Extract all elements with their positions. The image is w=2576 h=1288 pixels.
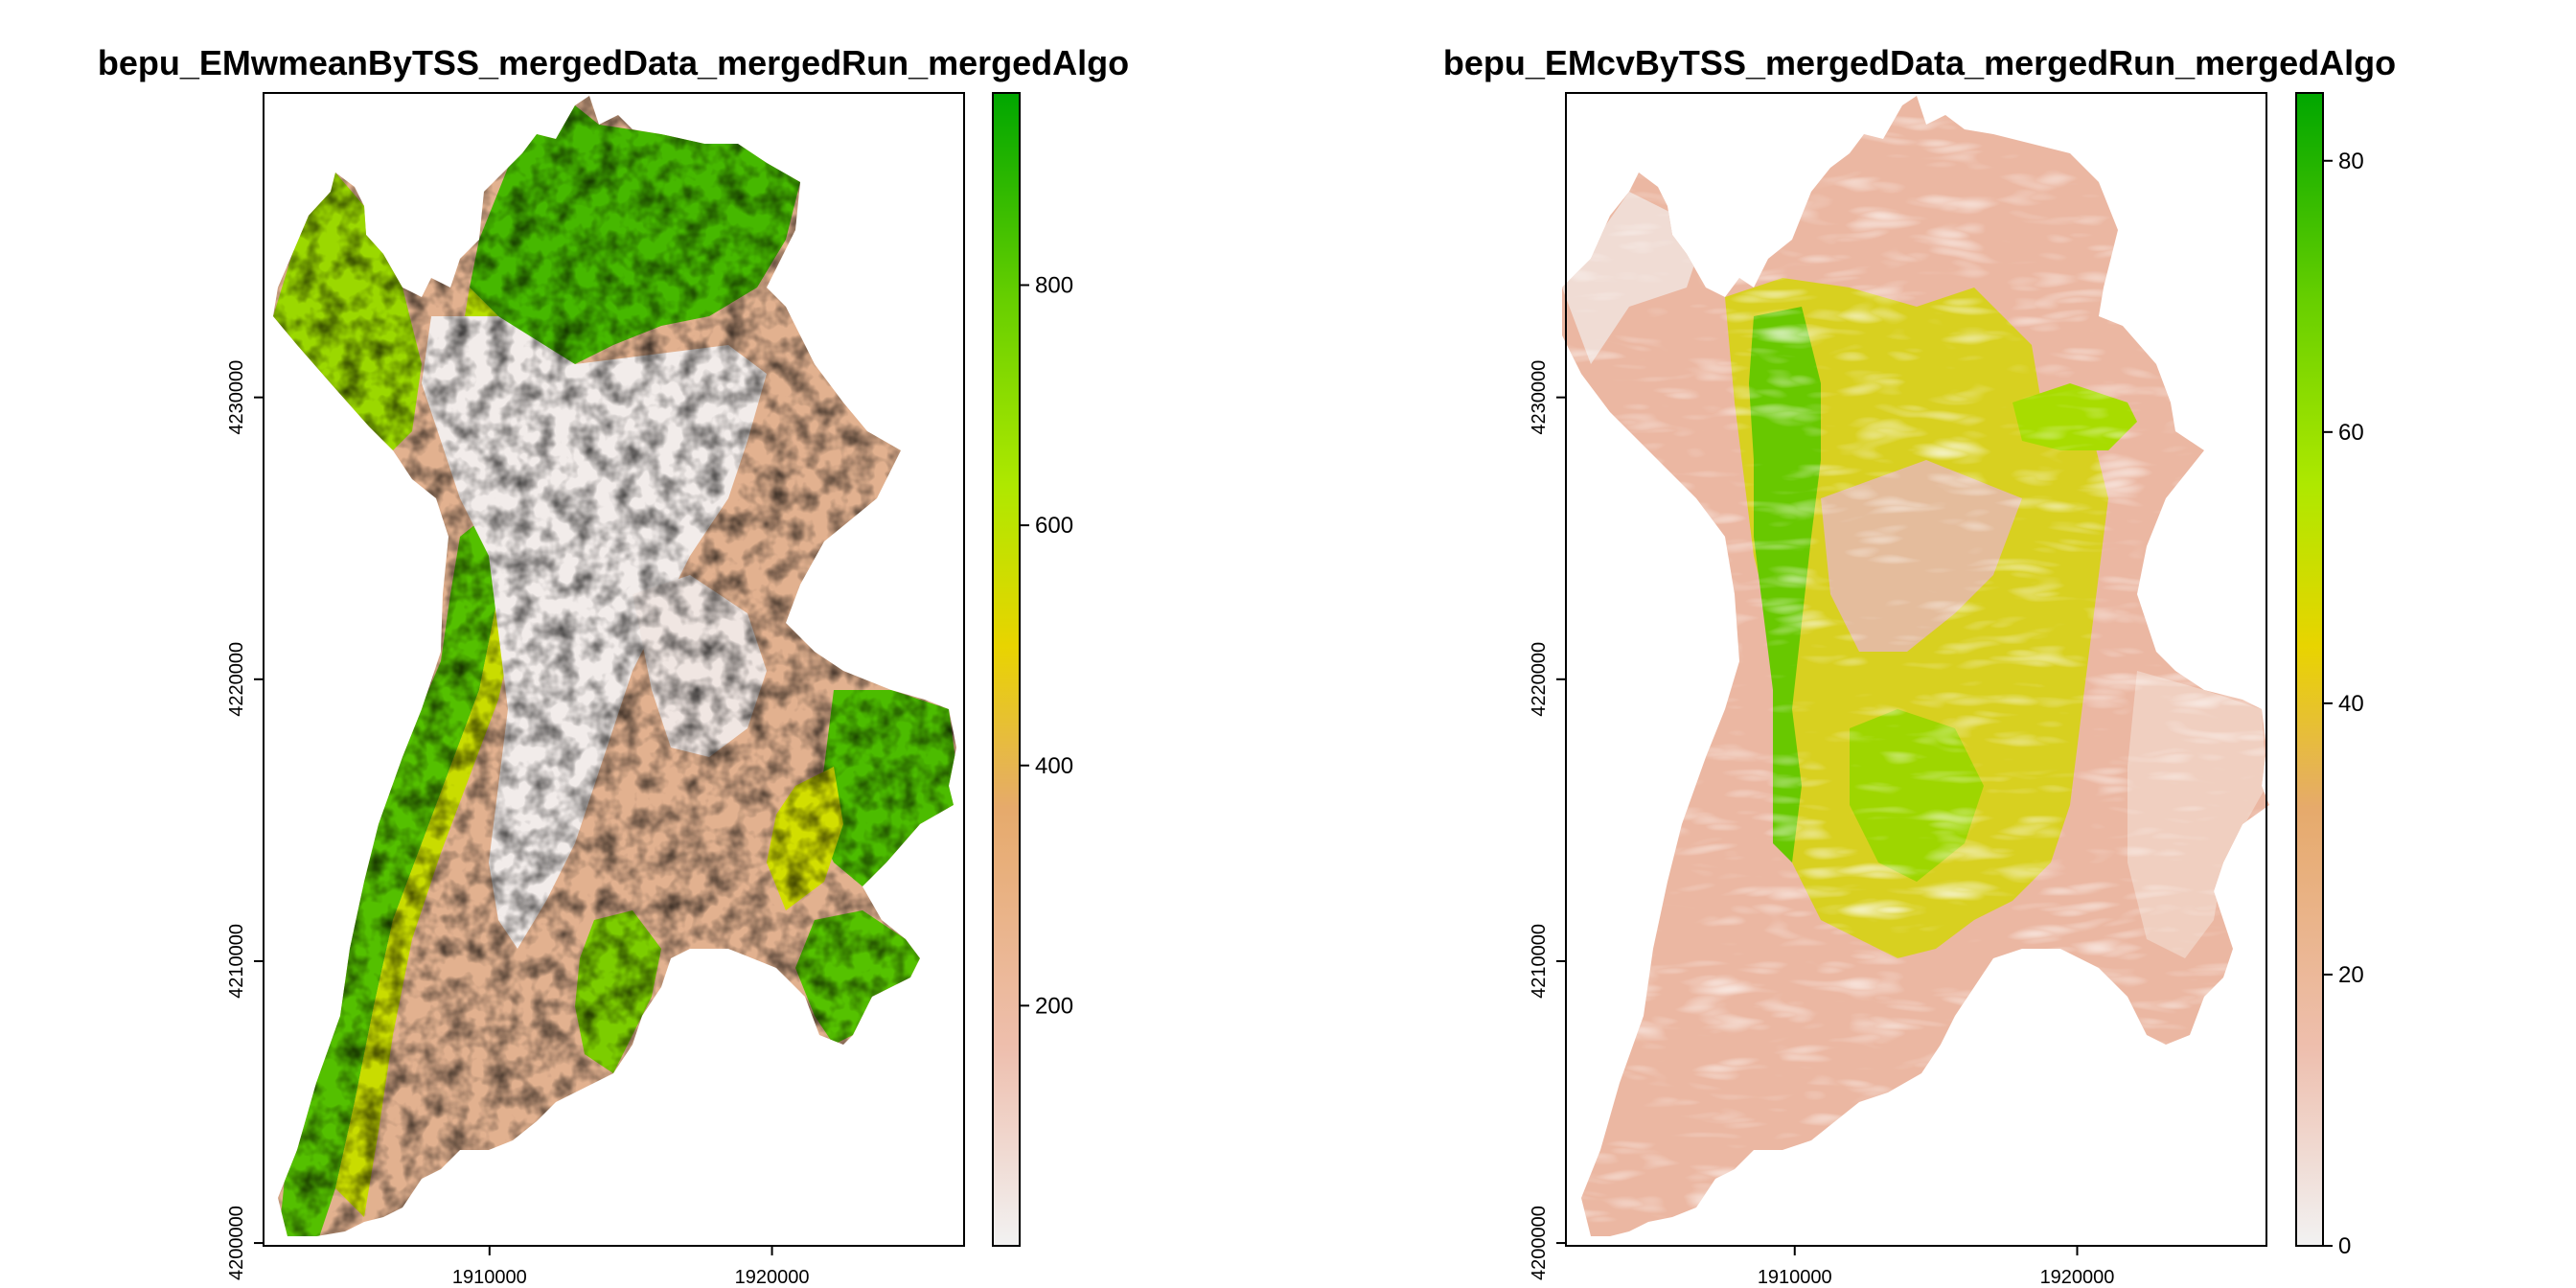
legend-tick-label: 80: [2338, 149, 2364, 174]
panel-mean: bepu_EMwmeanByTSS_mergedData_mergedRun_m…: [98, 43, 1129, 1288]
plot-frame: [263, 92, 965, 1247]
y-tick-label: 4200000: [226, 1206, 247, 1280]
axes-cv: 1910000 1920000 4200000 4210000 4220000 42300…: [1529, 360, 2114, 1288]
plot-title: bepu_EMcvByTSS_mergedData_mergedRun_merg…: [1443, 43, 2396, 82]
y-tick-label: 4200000: [1529, 1206, 1550, 1280]
legend-tick-label: 800: [1035, 273, 1073, 299]
axes-mean: 1910000 1920000 4200000 4210000 4220000 42300…: [226, 360, 810, 1288]
y-tick-label: 4210000: [1529, 924, 1550, 999]
legend-cv: 0 20 40 60 80: [2323, 149, 2364, 1259]
legend-mean: 200 400 600 800: [1020, 273, 1073, 1019]
y-tick-label: 4210000: [226, 924, 247, 999]
legend-tick-label: 400: [1035, 753, 1073, 779]
raster-cv: [1562, 96, 2269, 1236]
y-tick-label: 4220000: [1529, 642, 1550, 717]
y-tick-label: 4230000: [1529, 360, 1550, 435]
plot-title: bepu_EMwmeanByTSS_mergedData_mergedRun_m…: [98, 43, 1129, 82]
x-tick-label: 1920000: [735, 1267, 810, 1288]
raster-texture: [273, 96, 956, 1236]
raster-mean: [273, 96, 956, 1236]
y-tick-label: 4230000: [226, 360, 247, 435]
legend-tick-label: 20: [2338, 962, 2364, 988]
x-tick-label: 1920000: [2040, 1267, 2115, 1288]
y-tick-label: 4220000: [226, 642, 247, 717]
x-tick-label: 1910000: [1758, 1267, 1832, 1288]
legend-colorbar: [992, 92, 1021, 1247]
raster-texture: [1562, 96, 2269, 1236]
legend-tick-label: 600: [1035, 513, 1073, 539]
plot-frame: [1565, 92, 2267, 1247]
legend-tick-label: 200: [1035, 993, 1073, 1019]
legend-tick-label: 60: [2338, 420, 2364, 446]
legend-tick-label: 0: [2338, 1233, 2351, 1259]
x-tick-label: 1910000: [452, 1267, 527, 1288]
panel-cv: bepu_EMcvByTSS_mergedData_mergedRun_merg…: [1443, 43, 2396, 1288]
legend-colorbar: [2295, 92, 2324, 1247]
legend-tick-label: 40: [2338, 691, 2364, 717]
